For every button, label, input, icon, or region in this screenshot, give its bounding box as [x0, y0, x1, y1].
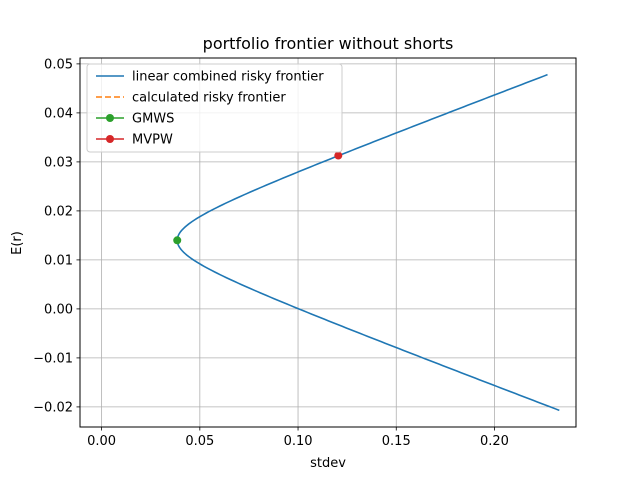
legend-marker: [106, 135, 114, 143]
y-tick-label: 0.02: [44, 204, 73, 219]
y-tick-label: −0.01: [33, 351, 73, 366]
gmws-marker: [173, 236, 182, 245]
y-axis-title: E(r): [10, 231, 25, 255]
x-tick-label: 0.05: [185, 434, 214, 449]
x-tick-label: 0.00: [87, 434, 116, 449]
plot-series: [173, 73, 560, 412]
legend-label: GMWS: [132, 112, 174, 127]
y-tick-label: 0.03: [44, 155, 73, 170]
y-tick-label: 0.00: [44, 302, 73, 317]
x-tick-label: 0.20: [480, 434, 509, 449]
mvpw-marker: [334, 151, 343, 160]
legend-box: [86, 63, 343, 153]
legend-label: linear combined risky frontier: [132, 70, 324, 85]
legend-marker: [106, 114, 114, 122]
plot-frame: [79, 57, 577, 428]
legend-label: calculated risky frontier: [132, 91, 286, 106]
axis-ticks: 0.00 0.05 0.10 0.15 0.20 −0.02 −0.01 0.00 0.01 0.…: [33, 57, 509, 449]
y-tick-label: −0.02: [33, 400, 73, 415]
y-tick-label: 0.05: [44, 57, 73, 72]
legend-label: MVPW: [132, 133, 173, 148]
y-tick-label: 0.04: [44, 106, 73, 121]
legend: linear combined risky frontier calculated…: [86, 63, 343, 153]
chart-title: portfolio frontier without shorts: [203, 34, 454, 53]
x-tick-label: 0.15: [382, 434, 411, 449]
x-axis-title: stdev: [310, 456, 346, 471]
x-tick-label: 0.10: [284, 434, 313, 449]
y-tick-label: 0.01: [44, 253, 73, 268]
